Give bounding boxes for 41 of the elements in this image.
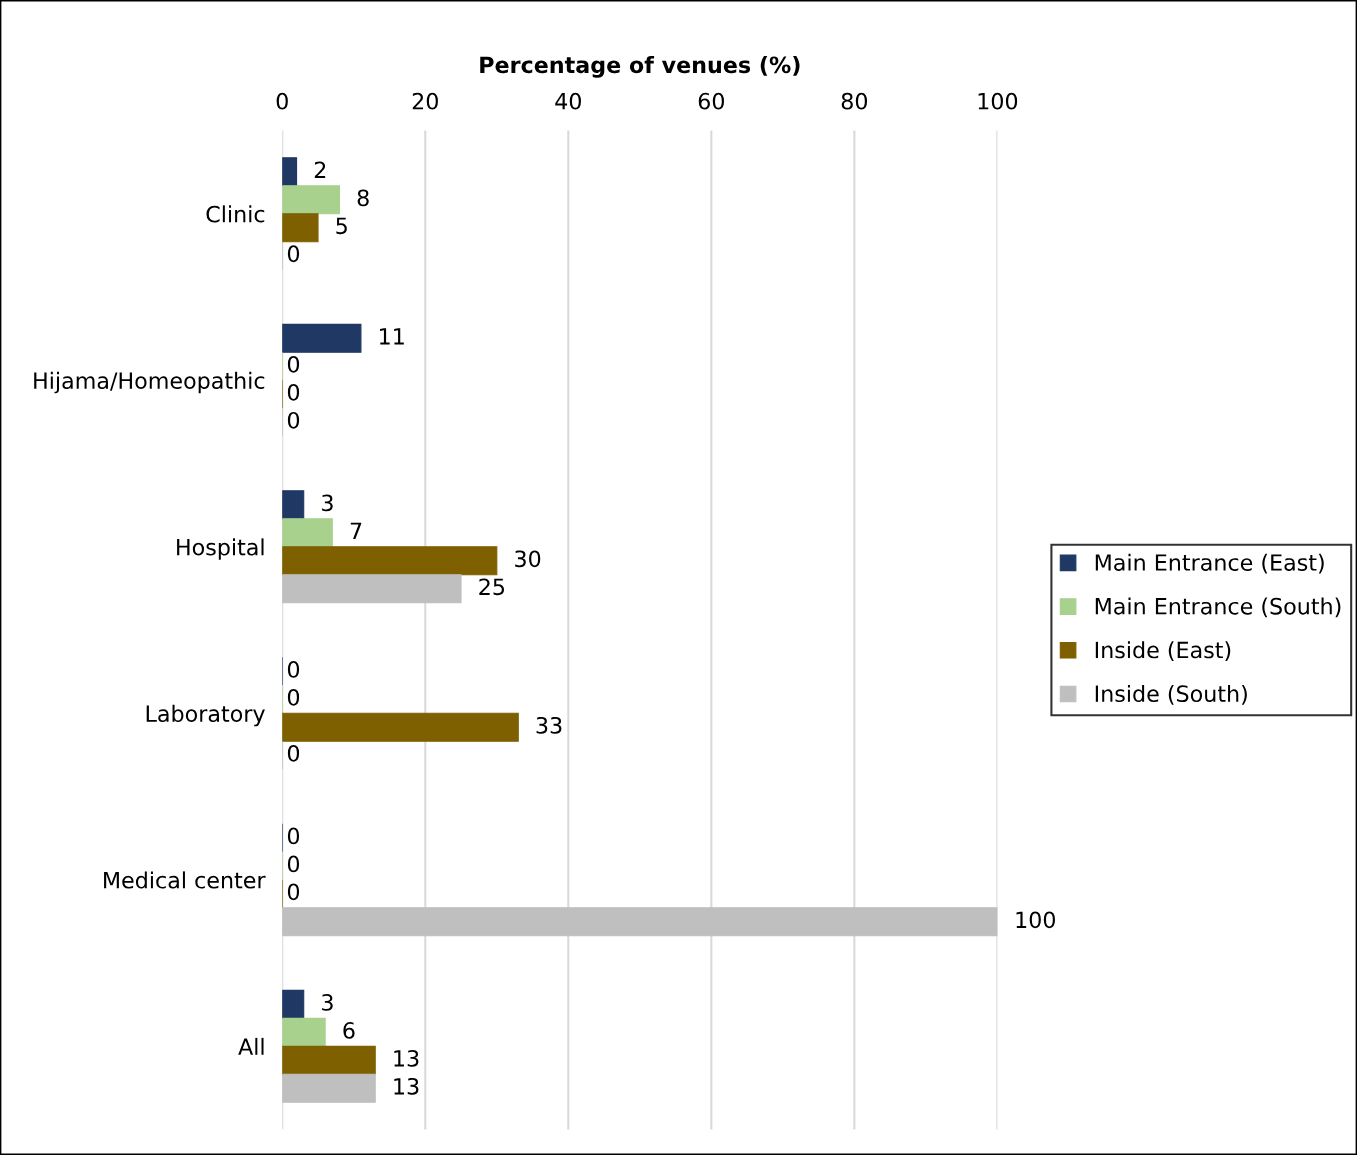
y-tick-label: Laboratory [146,704,265,727]
x-tick-label: 100 [978,92,1018,110]
data-label: 0 [287,688,300,706]
data-label: 6 [343,1021,355,1039]
data-label: 3 [322,994,333,1011]
data-label: 13 [394,1077,419,1095]
data-label: 8 [357,189,369,207]
legend-label: Inside (South) [1095,684,1247,705]
legend-label: Inside (East) [1095,641,1231,661]
data-label: 30 [515,550,541,568]
data-label: 0 [287,660,300,678]
x-tick-label: 40 [555,92,581,110]
x-axis-title: Percentage of venues (%) [480,56,800,78]
y-tick-label: Hospital [177,538,264,560]
y-tick-label: All [238,1037,264,1055]
x-tick-label: 20 [412,92,438,110]
data-label: 2 [314,161,326,178]
data-label: 33 [536,716,562,734]
data-label: 11 [380,328,404,345]
data-label: 5 [336,217,347,235]
data-label: 25 [479,578,505,596]
data-label: 0 [287,245,300,263]
data-label: 0 [287,355,300,373]
data-label: 3 [322,494,333,512]
data-label: 13 [394,1049,419,1067]
x-tick-label: 80 [841,92,868,110]
y-tick-label: Hijama/Homeopathic [34,371,265,394]
data-label: 0 [287,383,300,401]
data-label: 0 [287,883,300,901]
data-label: 0 [287,827,300,845]
legend-label: Main Entrance (South) [1095,597,1341,618]
x-tick-label: 0 [276,92,288,110]
legend-label: Main Entrance (East) [1095,553,1324,574]
x-tick-label: 60 [698,92,724,110]
data-label: 100 [1016,911,1055,929]
data-label: 0 [287,411,300,429]
y-tick-label: Medical center [104,871,266,889]
data-label: 0 [287,744,300,762]
data-label: 0 [287,855,300,873]
y-tick-label: Clinic [206,205,265,223]
data-label: 7 [350,522,362,539]
